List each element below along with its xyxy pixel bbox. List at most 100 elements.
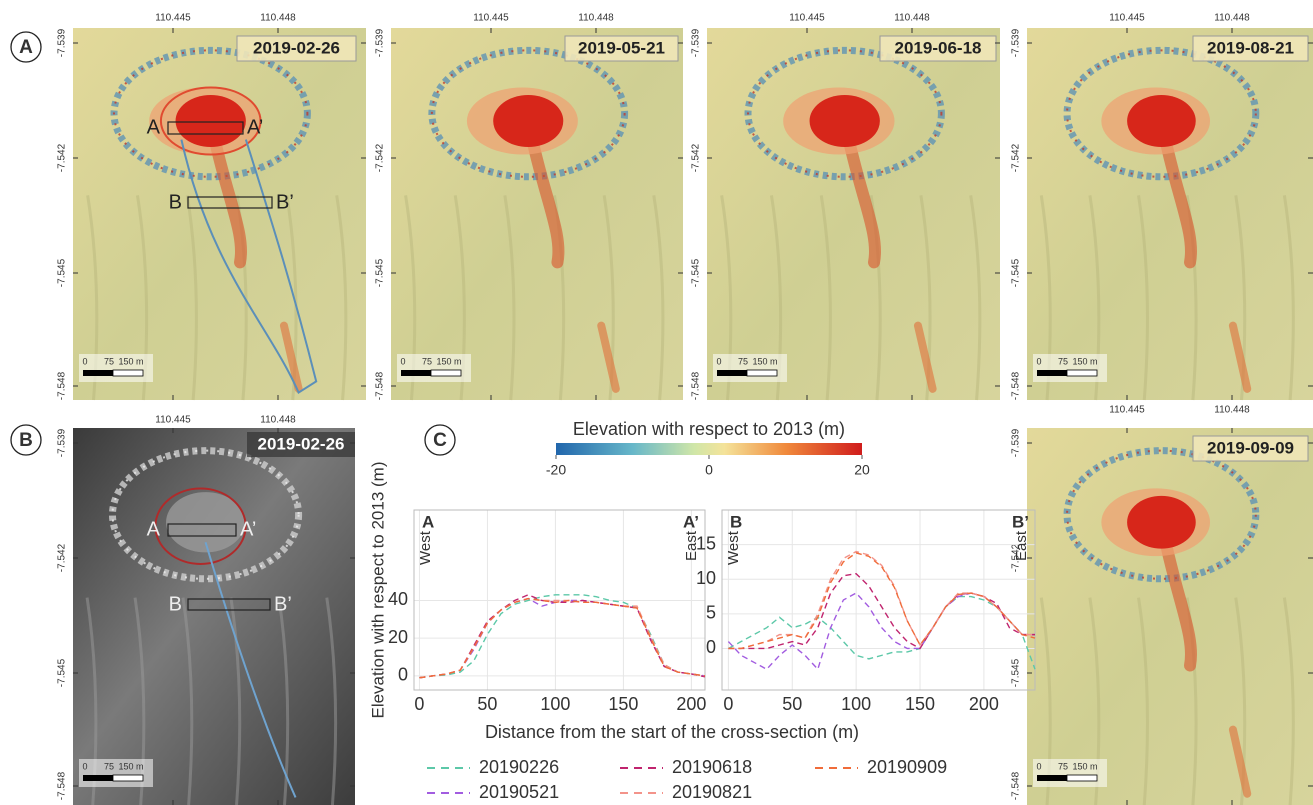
section-end-label: A’ [683,512,699,531]
scale-bar-label: 150 m [1072,356,1097,366]
lava-dome [1127,95,1196,147]
scale-bar-label: 0 [82,761,87,771]
map-tick-label: -7.545 [1011,258,1022,287]
x-tick-label: 50 [477,694,497,714]
y-tick-label: 15 [696,533,716,553]
scale-bar-black [83,370,113,376]
map-background [391,28,683,400]
scale-bar-white [113,370,143,376]
colorbar-tick-label: -20 [546,462,566,478]
map-tick-label: -7.545 [375,258,386,287]
direction-note: West [725,530,742,565]
scale-bar-label: 150 m [1072,761,1097,771]
y-axis-label: Elevation with respect to 2013 (m) [368,461,387,718]
scale-bar-white [1067,370,1097,376]
scale-bar-label: 150 m [436,356,461,366]
map-tick-label: -7.545 [691,258,702,287]
map-tick-label: -7.548 [1011,371,1022,400]
map-tick-label: 110.448 [578,13,614,24]
map-tick-label: -7.542 [691,143,702,172]
x-tick-label: 50 [782,694,802,714]
legend-label: 20190821 [672,782,752,802]
section-label: A’ [247,116,263,138]
series-line [419,595,705,678]
x-axis-label: Distance from the start of the cross-sec… [485,722,859,742]
scale-bar-white [747,370,777,376]
panel-letter: B [19,430,33,451]
map-tick-label: -7.545 [1011,658,1022,687]
x-tick-label: 200 [969,694,999,714]
map-tick-label: 110.445 [789,13,825,24]
scale-bar-black [83,775,113,781]
map-tick-label: 110.448 [1214,13,1250,24]
lava-dome [493,95,563,147]
legend-label: 20190521 [479,782,559,802]
map-tick-label: -7.539 [1011,28,1022,57]
scale-bar-white [431,370,461,376]
map-tick-label: 110.445 [155,13,191,24]
map-background [73,28,366,400]
map-tick-label: -7.548 [57,771,68,800]
series-line [728,593,1035,669]
map-date: 2019-02-26 [258,434,345,453]
y-tick-label: 0 [706,637,716,657]
map-tick-label: -7.539 [57,428,68,457]
map-tick-label: -7.548 [375,371,386,400]
scale-bar-white [1067,775,1097,781]
colorbar-tick-label: 20 [854,462,870,478]
legend-label: 20190909 [867,757,947,777]
y-tick-label: 20 [388,627,408,647]
scale-bar-black [1037,775,1067,781]
section-label: B’ [276,191,294,213]
series-line [728,553,1035,649]
lava-dome [176,95,246,147]
map-tick-label: 110.448 [1214,405,1250,416]
x-tick-label: 100 [540,694,570,714]
x-tick-label: 150 [905,694,935,714]
scale-bar-label: 75 [104,356,114,366]
series-line [728,574,1035,649]
map-tick-label: 110.448 [894,13,930,24]
scale-bar-label: 75 [738,356,748,366]
section-label: B’ [274,593,292,615]
legend-label: 20190618 [672,757,752,777]
scale-bar-label: 150 m [118,761,143,771]
map-date: 2019-08-21 [1207,38,1294,57]
map-date: 2019-06-18 [895,38,982,57]
section-label: A [147,518,161,540]
map-tick-label: 110.445 [1109,405,1145,416]
scale-bar-label: 150 m [118,356,143,366]
lava-dome [810,95,880,147]
map-panel: 2019-08-21075150 m110.445110.448-7.539-7… [1011,13,1313,401]
scale-bar-black [401,370,431,376]
section-label: B [169,191,182,213]
map-tick-label: -7.539 [691,28,702,57]
section-end-label: B’ [1012,512,1029,531]
direction-note: East [1013,530,1030,561]
map-background [1027,428,1313,805]
x-tick-label: 100 [841,694,871,714]
section-label: A [147,116,161,138]
map-tick-label: -7.548 [57,371,68,400]
scale-bar-label: 150 m [752,356,777,366]
map-tick-label: -7.542 [57,143,68,172]
legend-label: 20190226 [479,757,559,777]
scale-bar-label: 75 [1058,761,1068,771]
map-tick-label: -7.539 [1011,428,1022,457]
map-tick-label: 110.448 [260,415,296,426]
scale-bar-black [717,370,747,376]
section-start-label: A [422,512,434,531]
scale-bar-label: 75 [422,356,432,366]
x-tick-label: 150 [608,694,638,714]
map-tick-label: 110.448 [260,13,296,24]
scale-bar-label: 75 [1058,356,1068,366]
map-tick-label: 110.445 [155,415,191,426]
map-tick-label: -7.542 [375,143,386,172]
map-tick-label: -7.545 [57,258,68,287]
section-label: B [169,593,182,615]
scale-bar-label: 0 [1036,761,1041,771]
x-tick-label: 200 [676,694,706,714]
map-background [1027,28,1313,400]
